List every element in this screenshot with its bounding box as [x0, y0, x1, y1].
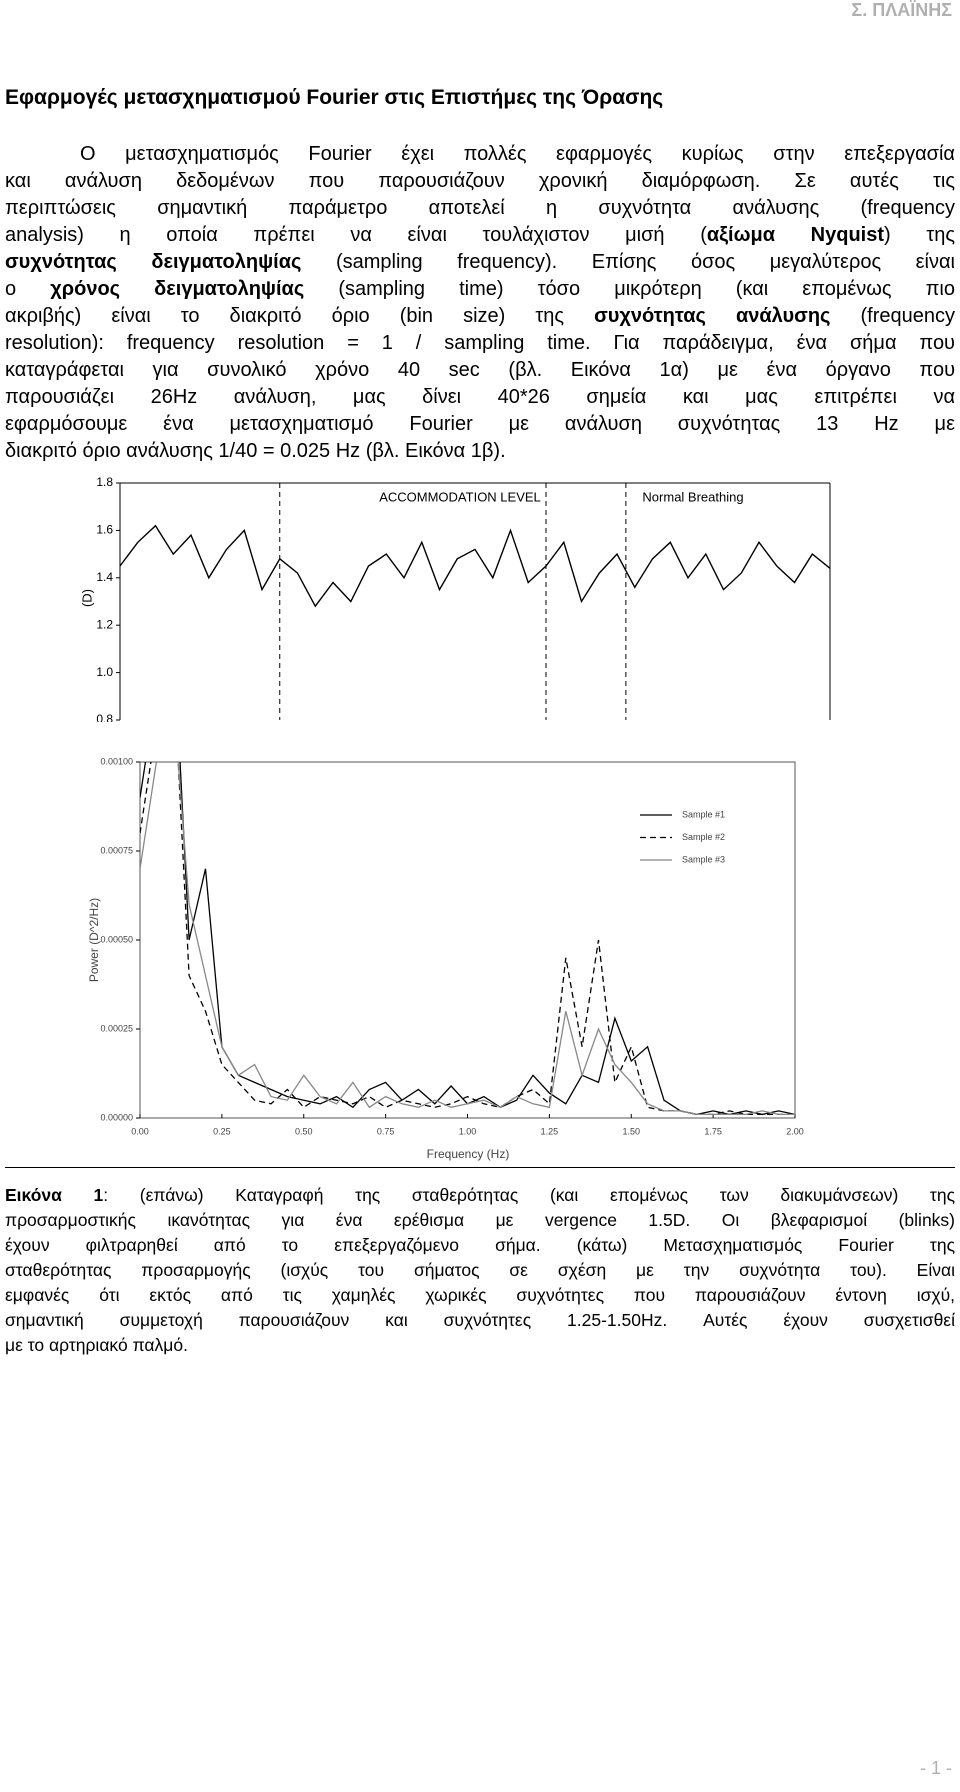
text-line: analysis) η οποία πρέπει να είναι τουλάχ… [5, 222, 955, 249]
text-run: (sampling time) τόσο μικρότερη (και επομ… [304, 278, 955, 300]
y-tick-label: 1.6 [96, 523, 113, 537]
text-run: (sampling frequency). Επίσης όσος μεγαλύ… [301, 251, 955, 273]
legend-label: Sample #3 [682, 854, 725, 864]
text-line: σημαντική συμμετοχή παρουσιάζουν και συχ… [5, 1308, 955, 1333]
text-run: με το αρτηριακό παλμό. [5, 1335, 188, 1355]
text-run: εφαρμόσουμε ένα μετασχηματισμό Fourier μ… [5, 413, 955, 435]
x-tick-label: 1.50 [622, 1126, 640, 1136]
y-axis-label: Power (D^2/Hz) [87, 898, 101, 982]
text-line: προσαρμοστικής ικανότητας για ένα ερέθισ… [5, 1208, 955, 1233]
accommodation-chart: (D) ACCOMMODATION LEVEL Normal Breathing… [79, 475, 831, 722]
y-tick-label: 1.4 [96, 570, 113, 584]
bold-text: συχνότητας δειγματοληψίας [5, 251, 302, 273]
annotation: Normal Breathing [642, 489, 743, 504]
x-tick-label: 0.25 [213, 1126, 231, 1136]
text-run: Ο μετασχηματισμός Fourier έχει πολλές εφ… [80, 143, 955, 165]
bold-text: συχνότητας ανάλυσης [594, 305, 831, 327]
x-tick-label: 1.75 [704, 1126, 722, 1136]
text-line: ο χρόνος δειγματοληψίας (sampling time) … [5, 276, 955, 303]
text-line: καταγράφεται για συνολικό χρόνο 40 sec (… [5, 357, 955, 384]
text-run: έχουν φιλτραρηθεί από το επεξεργαζόμενο … [5, 1235, 955, 1255]
figure-caption: Εικόνα 1: (επάνω) Καταγραφή της σταθερότ… [5, 1183, 955, 1358]
page-header: Σ. ΠΛΑΪΝΗΣ [851, 0, 952, 20]
legend-label: Sample #2 [682, 832, 725, 842]
x-tick-label: 2.00 [786, 1126, 804, 1136]
y-axis-label: (D) [79, 589, 94, 607]
x-tick-label: 1.00 [459, 1126, 477, 1136]
text-line: Ο μετασχηματισμός Fourier έχει πολλές εφ… [5, 141, 955, 168]
text-line: σταθερότητας προσαρμογής (ισχύς του σήμα… [5, 1258, 955, 1283]
text-run: analysis) η οποία πρέπει να είναι τουλάχ… [5, 224, 707, 246]
text-run: ) της [884, 224, 955, 246]
y-tick-label: 1.0 [96, 665, 113, 679]
y-tick-label: 0.8 [96, 712, 113, 722]
text-run: προσαρμοστικής ικανότητας για ένα ερέθισ… [5, 1210, 955, 1230]
y-tick-label: 0.00075 [100, 845, 133, 855]
text-run: διακριτό όριο ανάλυσης 1/40 = 0.025 Hz (… [5, 440, 506, 462]
x-tick-label: 0.00 [131, 1126, 149, 1136]
y-tick-label: 0.00100 [100, 756, 133, 766]
y-tick-label: 1.2 [96, 617, 113, 631]
text-run: περιπτώσεις σημαντική παράμετρο αποτελεί… [5, 197, 955, 219]
y-tick-label: 0.00000 [100, 1112, 133, 1122]
y-tick-label: 0.00025 [100, 1023, 133, 1033]
text-run: παρουσιάζει 26Hz ανάλυση, μας δίνει 40*2… [5, 386, 955, 408]
x-tick-label: 0.75 [377, 1126, 395, 1136]
text-run: σημαντική συμμετοχή παρουσιάζουν και συχ… [5, 1310, 955, 1330]
text-line: Εικόνα 1: (επάνω) Καταγραφή της σταθερότ… [5, 1183, 955, 1208]
spectrum-chart: Power (D^2/Hz) Frequency (Hz) 0.00000 0.0… [87, 756, 804, 1161]
text-run: καταγράφεται για συνολικό χρόνο 40 sec (… [5, 359, 955, 381]
text-line: resolution): frequency resolution = 1 / … [5, 330, 955, 357]
text-run: resolution): frequency resolution = 1 / … [5, 332, 955, 354]
annotation: ACCOMMODATION LEVEL [379, 489, 541, 504]
body-text: Ο μετασχηματισμός Fourier έχει πολλές εφ… [5, 141, 955, 465]
text-run: (frequency [830, 305, 956, 327]
bold-text: Εικόνα 1 [5, 1185, 104, 1205]
text-line: και ανάλυση δεδομένων που παρουσιάζουν χ… [5, 168, 955, 195]
text-line: περιπτώσεις σημαντική παράμετρο αποτελεί… [5, 195, 955, 222]
text-line: εμφανές ότι εκτός από τις χαμηλές χωρικέ… [5, 1283, 955, 1308]
y-tick-label: 1.8 [96, 475, 113, 489]
bold-text: αξίωμα Nyquist [706, 224, 885, 246]
text-line: ακριβής) είναι το διακριτό όριο (bin siz… [5, 303, 955, 330]
bold-text: χρόνος δειγματοληψίας [50, 278, 305, 300]
text-line: συχνότητας δειγματοληψίας (sampling freq… [5, 249, 955, 276]
text-line: έχουν φιλτραρηθεί από το επεξεργαζόμενο … [5, 1233, 955, 1258]
text-line: διακριτό όριο ανάλυσης 1/40 = 0.025 Hz (… [5, 438, 955, 465]
page-number: - 1 - [919, 1758, 952, 1778]
text-run: εμφανές ότι εκτός από τις χαμηλές χωρικέ… [5, 1285, 955, 1305]
x-tick-label: 0.50 [295, 1126, 313, 1136]
text-line: με το αρτηριακό παλμό. [5, 1333, 955, 1358]
text-line: εφαρμόσουμε ένα μετασχηματισμό Fourier μ… [5, 411, 955, 438]
series-line [140, 762, 795, 1116]
y-tick-label: 0.00050 [100, 934, 133, 944]
x-tick-label: 1.25 [541, 1126, 559, 1136]
caption-rule [5, 1167, 955, 1168]
section-title: Εφαρμογές μετασχηματισμού Fourier στις Ε… [5, 86, 664, 109]
text-run: : (επάνω) Καταγραφή της σταθερότητας (κα… [103, 1185, 955, 1205]
text-line: παρουσιάζει 26Hz ανάλυση, μας δίνει 40*2… [5, 384, 955, 411]
series-line [140, 762, 795, 1116]
text-run: ο [5, 278, 51, 300]
signal-line [120, 524, 830, 608]
legend-label: Sample #1 [682, 809, 725, 819]
x-axis-label: Frequency (Hz) [427, 1147, 510, 1161]
text-run: σταθερότητας προσαρμογής (ισχύς του σήμα… [5, 1260, 955, 1280]
series-line [140, 762, 795, 1116]
text-run: και ανάλυση δεδομένων που παρουσιάζουν χ… [5, 170, 955, 192]
text-run: ακριβής) είναι το διακριτό όριο (bin siz… [5, 305, 595, 327]
